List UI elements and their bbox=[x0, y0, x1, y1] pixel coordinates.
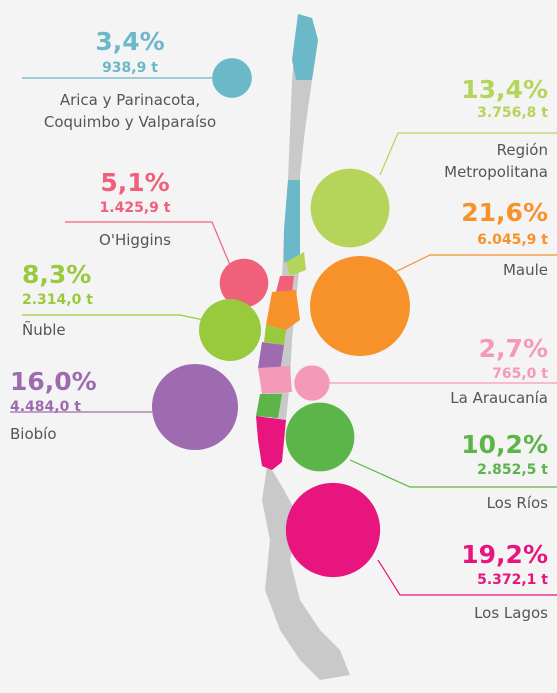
region-name: Región Metropolitana bbox=[444, 141, 548, 181]
share-label: 3,4% bbox=[95, 27, 165, 56]
bubble bbox=[151, 363, 239, 451]
tonnes-label: 2.314,0 t bbox=[22, 292, 93, 308]
bubble bbox=[310, 168, 390, 248]
share-label: 5,1% bbox=[100, 168, 170, 197]
leader-line bbox=[377, 559, 557, 596]
bubble bbox=[285, 402, 355, 472]
share-label: 19,2% bbox=[461, 540, 548, 569]
tonnes-label: 938,9 t bbox=[102, 60, 158, 76]
region-name: Maule bbox=[502, 261, 548, 279]
bubble bbox=[212, 58, 252, 98]
tonnes-label: 3.756,8 t bbox=[477, 105, 548, 121]
leader-line bbox=[22, 314, 205, 321]
leader-line bbox=[394, 254, 557, 273]
chile-map bbox=[262, 14, 350, 680]
bubble bbox=[294, 365, 330, 401]
tonnes-label: 765,0 t bbox=[492, 366, 548, 382]
map-regions bbox=[256, 14, 318, 470]
region-name: Los Ríos bbox=[486, 494, 548, 512]
share-label: 16,0% bbox=[10, 367, 97, 396]
region-name: Arica y Parinacota, Coquimbo y Valparaís… bbox=[43, 91, 217, 131]
tonnes-label: 1.425,9 t bbox=[99, 200, 171, 216]
leader-line bbox=[379, 132, 557, 176]
share-label: 10,2% bbox=[461, 430, 548, 459]
tonnes-label: 6.045,9 t bbox=[477, 232, 548, 248]
leader-line bbox=[65, 221, 231, 266]
share-label: 2,7% bbox=[478, 334, 548, 363]
bubble bbox=[199, 299, 261, 361]
share-label: 13,4% bbox=[461, 75, 548, 104]
region-name: Biobío bbox=[10, 425, 57, 443]
region-name: La Araucanía bbox=[450, 389, 548, 407]
bubble bbox=[219, 258, 269, 308]
share-label: 8,3% bbox=[22, 260, 92, 289]
bubble bbox=[310, 256, 410, 356]
share-label: 21,6% bbox=[461, 198, 548, 227]
tonnes-label: 2.852,5 t bbox=[477, 462, 548, 478]
leader-line bbox=[349, 459, 557, 488]
tonnes-label: 4.484,0 t bbox=[10, 399, 81, 415]
region-name: Los Lagos bbox=[474, 604, 548, 622]
region-name: Ñuble bbox=[22, 321, 66, 339]
bubble bbox=[285, 482, 381, 578]
region-name: O'Higgins bbox=[99, 231, 171, 249]
tonnes-label: 5.372,1 t bbox=[477, 572, 548, 588]
